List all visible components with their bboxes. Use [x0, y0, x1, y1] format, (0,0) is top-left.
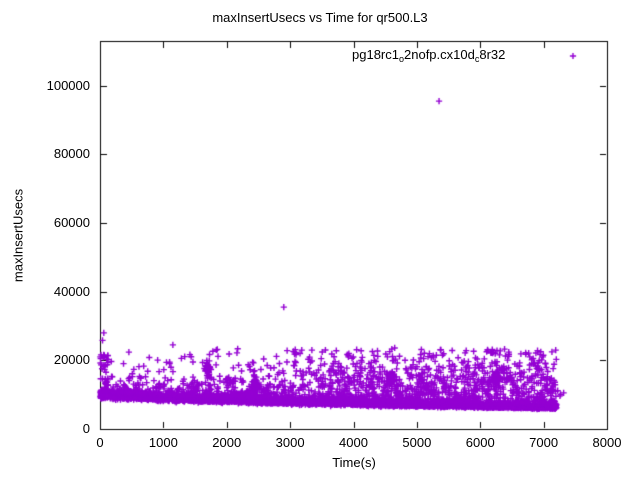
x-tick-label: 0 [96, 435, 104, 450]
x-axis-label: Time(s) [332, 455, 376, 470]
x-tick-label: 1000 [148, 435, 178, 450]
y-tick-label: 0 [82, 421, 90, 436]
x-tick-label: 5000 [402, 435, 432, 450]
x-tick-label: 2000 [212, 435, 242, 450]
y-tick-label: 100000 [46, 77, 90, 93]
x-tick-label: 3000 [275, 435, 305, 450]
x-tick-label: 6000 [465, 435, 495, 450]
x-tick-label: 8000 [592, 435, 622, 450]
x-tick-label: 7000 [529, 435, 559, 450]
x-tick-label: 4000 [339, 435, 368, 450]
y-tick-label: 60000 [53, 214, 90, 230]
y-tick-label: 40000 [53, 283, 90, 299]
legend-entry-label: pg18rc1o2nofp.cx10dc8r32 [352, 47, 506, 64]
chart-title: maxInsertUsecs vs Time for qr500.L3 [212, 10, 428, 25]
y-tick-label: 80000 [53, 146, 90, 162]
y-tick-label: 20000 [53, 352, 90, 368]
